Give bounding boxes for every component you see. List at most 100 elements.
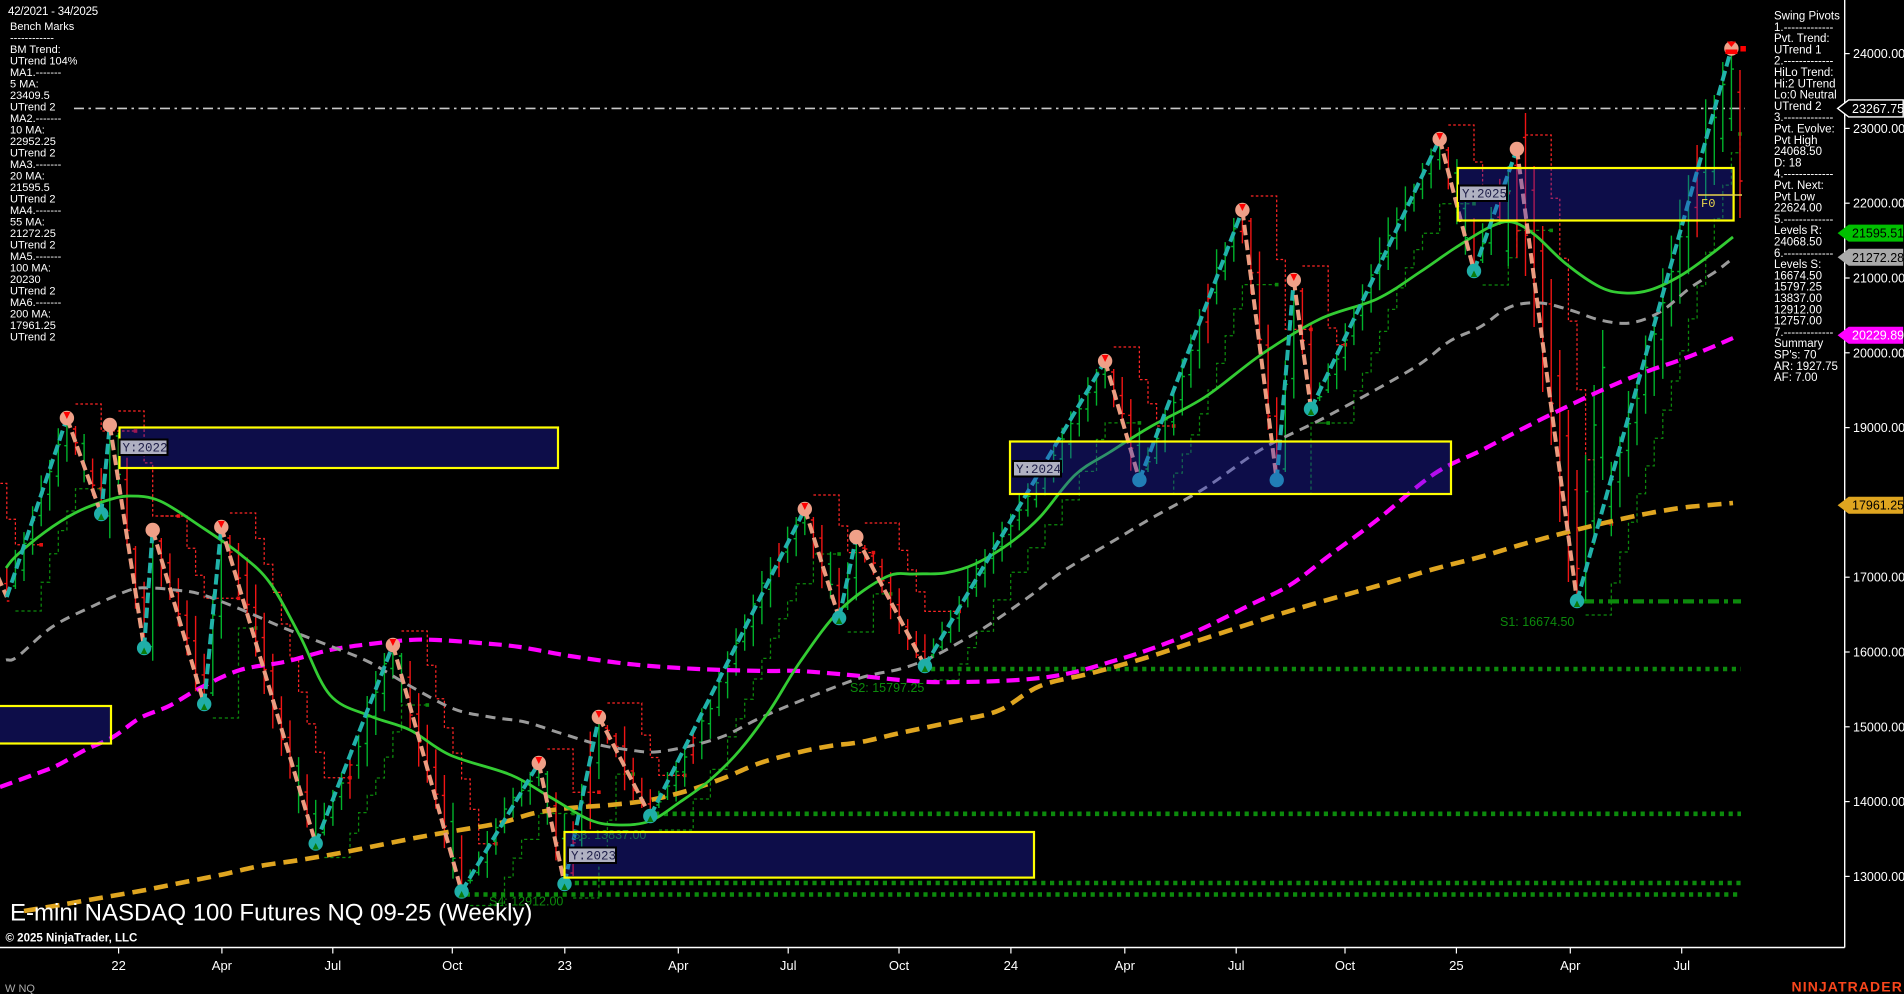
svg-text:14000.00: 14000.00	[1853, 795, 1904, 809]
svg-text:22: 22	[111, 958, 125, 973]
svg-text:10 MA:: 10 MA:	[10, 125, 45, 137]
svg-text:19000.00: 19000.00	[1853, 421, 1904, 435]
svg-text:6.-------------: 6.-------------	[1774, 248, 1834, 260]
svg-text:100 MA:: 100 MA:	[10, 263, 51, 275]
svg-text:UTrend 2: UTrend 2	[10, 102, 55, 114]
svg-text:22952.25: 22952.25	[10, 136, 56, 148]
svg-text:20000.00: 20000.00	[1853, 346, 1904, 360]
svg-text:21595.5: 21595.5	[10, 182, 50, 194]
svg-text:MA2.-------: MA2.-------	[10, 113, 62, 125]
svg-text:Apr: Apr	[1115, 958, 1136, 973]
svg-text:20230: 20230	[10, 274, 41, 286]
svg-text:BM Trend:: BM Trend:	[10, 44, 61, 56]
svg-text:25: 25	[1449, 958, 1463, 973]
svg-text:E-mini NASDAQ 100 Futures NQ 0: E-mini NASDAQ 100 Futures NQ 09-25 (Week…	[10, 900, 532, 927]
svg-text:24: 24	[1004, 958, 1018, 973]
svg-text:Levels R:: Levels R:	[1774, 225, 1822, 237]
svg-text:Apr: Apr	[1560, 958, 1581, 973]
svg-text:UTrend 2: UTrend 2	[10, 332, 55, 344]
svg-text:S1: 16674.50: S1: 16674.50	[1500, 615, 1574, 629]
svg-text:UTrend 2: UTrend 2	[10, 148, 55, 160]
svg-text:MA3.-------: MA3.-------	[10, 159, 62, 171]
svg-text:D: 18: D: 18	[1774, 157, 1802, 169]
svg-text:200 MA:: 200 MA:	[10, 309, 51, 321]
svg-text:24068.50: 24068.50	[1774, 237, 1822, 249]
svg-text:Y:2023: Y:2023	[571, 850, 616, 864]
svg-text:Swing Pivots: Swing Pivots	[1774, 11, 1840, 23]
svg-text:S4: 12912.00: S4: 12912.00	[489, 895, 563, 909]
svg-text:24068.50: 24068.50	[1774, 146, 1822, 158]
svg-text:UTrend 104%: UTrend 104%	[10, 56, 78, 68]
svg-text:21272.25: 21272.25	[10, 228, 56, 240]
svg-text:Jul: Jul	[324, 958, 341, 973]
svg-text:HiLo Trend:: HiLo Trend:	[1774, 67, 1833, 79]
svg-text:5.-------------: 5.-------------	[1774, 214, 1834, 226]
svg-text:AR: 1927.75: AR: 1927.75	[1774, 361, 1838, 373]
svg-text:17000.00: 17000.00	[1853, 571, 1904, 585]
svg-text:MA4.-------: MA4.-------	[10, 205, 62, 217]
svg-text:Pvt High: Pvt High	[1774, 135, 1817, 147]
svg-text:23409.5: 23409.5	[10, 90, 50, 102]
svg-text:4.-------------: 4.-------------	[1774, 169, 1834, 181]
svg-text:------------: ------------	[10, 33, 54, 45]
svg-text:Hi:2 UTrend: Hi:2 UTrend	[1774, 78, 1836, 90]
svg-text:12912.00: 12912.00	[1774, 304, 1822, 316]
svg-text:Bench Marks: Bench Marks	[10, 21, 75, 33]
svg-text:NINJATRADER: NINJATRADER	[1792, 979, 1903, 994]
svg-text:Pvt. Evolve:: Pvt. Evolve:	[1774, 124, 1835, 136]
svg-text:42/2021 - 34/2025: 42/2021 - 34/2025	[8, 6, 98, 18]
svg-text:21000.00: 21000.00	[1853, 272, 1904, 286]
svg-text:3.-------------: 3.-------------	[1774, 112, 1834, 124]
svg-text:13837.00: 13837.00	[1774, 293, 1822, 305]
svg-text:UTrend 2: UTrend 2	[1774, 101, 1822, 113]
svg-text:20 MA:: 20 MA:	[10, 171, 45, 183]
svg-text:F0: F0	[1701, 197, 1715, 211]
svg-text:16000.00: 16000.00	[1853, 646, 1904, 660]
svg-text:23: 23	[558, 958, 572, 973]
svg-text:24000.00: 24000.00	[1853, 47, 1904, 61]
svg-text:Oct: Oct	[889, 958, 910, 973]
svg-text:© 2025 NinjaTrader, LLC: © 2025 NinjaTrader, LLC	[6, 933, 138, 945]
svg-text:7.-------------: 7.-------------	[1774, 327, 1834, 339]
svg-text:Jul: Jul	[1228, 958, 1245, 973]
svg-text:21595.51: 21595.51	[1852, 227, 1904, 241]
svg-text:Summary: Summary	[1774, 338, 1823, 350]
svg-text:MA1.-------: MA1.-------	[10, 67, 62, 79]
svg-text:Y:2022: Y:2022	[123, 442, 168, 456]
svg-text:23267.75: 23267.75	[1852, 102, 1904, 116]
svg-text:20229.89: 20229.89	[1852, 329, 1904, 343]
svg-text:5 MA:: 5 MA:	[10, 79, 39, 91]
svg-text:SP's: 70: SP's: 70	[1774, 350, 1816, 362]
svg-text:MA5.-------: MA5.-------	[10, 251, 62, 263]
svg-text:UTrend 2: UTrend 2	[10, 286, 55, 298]
svg-text:UTrend 2: UTrend 2	[10, 240, 55, 252]
svg-text:Y:2024: Y:2024	[1016, 463, 1061, 477]
svg-text:Pvt. Trend:: Pvt. Trend:	[1774, 33, 1830, 45]
svg-text:Jul: Jul	[780, 958, 797, 973]
svg-text:AF: 7.00: AF: 7.00	[1774, 372, 1817, 384]
svg-text:Oct: Oct	[442, 958, 463, 973]
svg-text:22624.00: 22624.00	[1774, 203, 1822, 215]
svg-text:16674.50: 16674.50	[1774, 270, 1822, 282]
svg-text:55 MA:: 55 MA:	[10, 217, 45, 229]
svg-text:Y:2025: Y:2025	[1462, 188, 1507, 202]
svg-text:17961.25: 17961.25	[1852, 499, 1904, 513]
svg-text:Oct: Oct	[1335, 958, 1356, 973]
svg-text:W NQ: W NQ	[5, 983, 35, 994]
svg-text:Pvt. Next:: Pvt. Next:	[1774, 180, 1824, 192]
svg-text:Levels S:: Levels S:	[1774, 259, 1821, 271]
svg-text:S2: 15797.25: S2: 15797.25	[850, 681, 924, 695]
svg-text:13000.00: 13000.00	[1853, 870, 1904, 884]
svg-text:MA6.-------: MA6.-------	[10, 297, 62, 309]
svg-text:23000.00: 23000.00	[1853, 122, 1904, 136]
svg-text:2.-------------: 2.-------------	[1774, 56, 1834, 68]
svg-text:Apr: Apr	[212, 958, 233, 973]
svg-text:UTrend 1: UTrend 1	[1774, 44, 1822, 56]
svg-text:Lo:0 Neutral: Lo:0 Neutral	[1774, 90, 1837, 102]
svg-text:22000.00: 22000.00	[1853, 197, 1904, 211]
svg-text:Apr: Apr	[668, 958, 689, 973]
svg-text:1.-------------: 1.-------------	[1774, 22, 1834, 34]
svg-text:15000.00: 15000.00	[1853, 720, 1904, 734]
svg-text:Jul: Jul	[1673, 958, 1690, 973]
svg-text:12757.00: 12757.00	[1774, 316, 1822, 328]
